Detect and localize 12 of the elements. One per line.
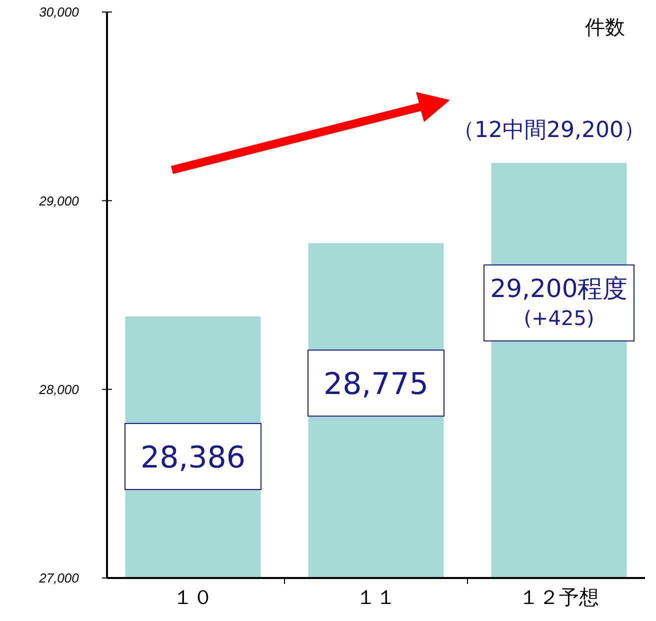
x-tick-label: １０: [173, 585, 214, 609]
annotation: （12中間29,200）: [452, 118, 646, 143]
x-tick-label: １１: [356, 585, 396, 609]
y-tick-label: 30,000: [39, 4, 80, 20]
data-label: 28,775: [324, 366, 428, 402]
y-tick-label: 29,000: [38, 193, 80, 208]
annotation: 件数: [585, 15, 625, 39]
y-tick-label: 27,000: [38, 570, 80, 586]
data-label: 28,386: [140, 440, 246, 476]
x-tick-label: １２予想: [518, 585, 599, 609]
y-tick-label: 28,000: [38, 382, 80, 398]
data-label: 29,200程度 (+425): [490, 274, 628, 330]
